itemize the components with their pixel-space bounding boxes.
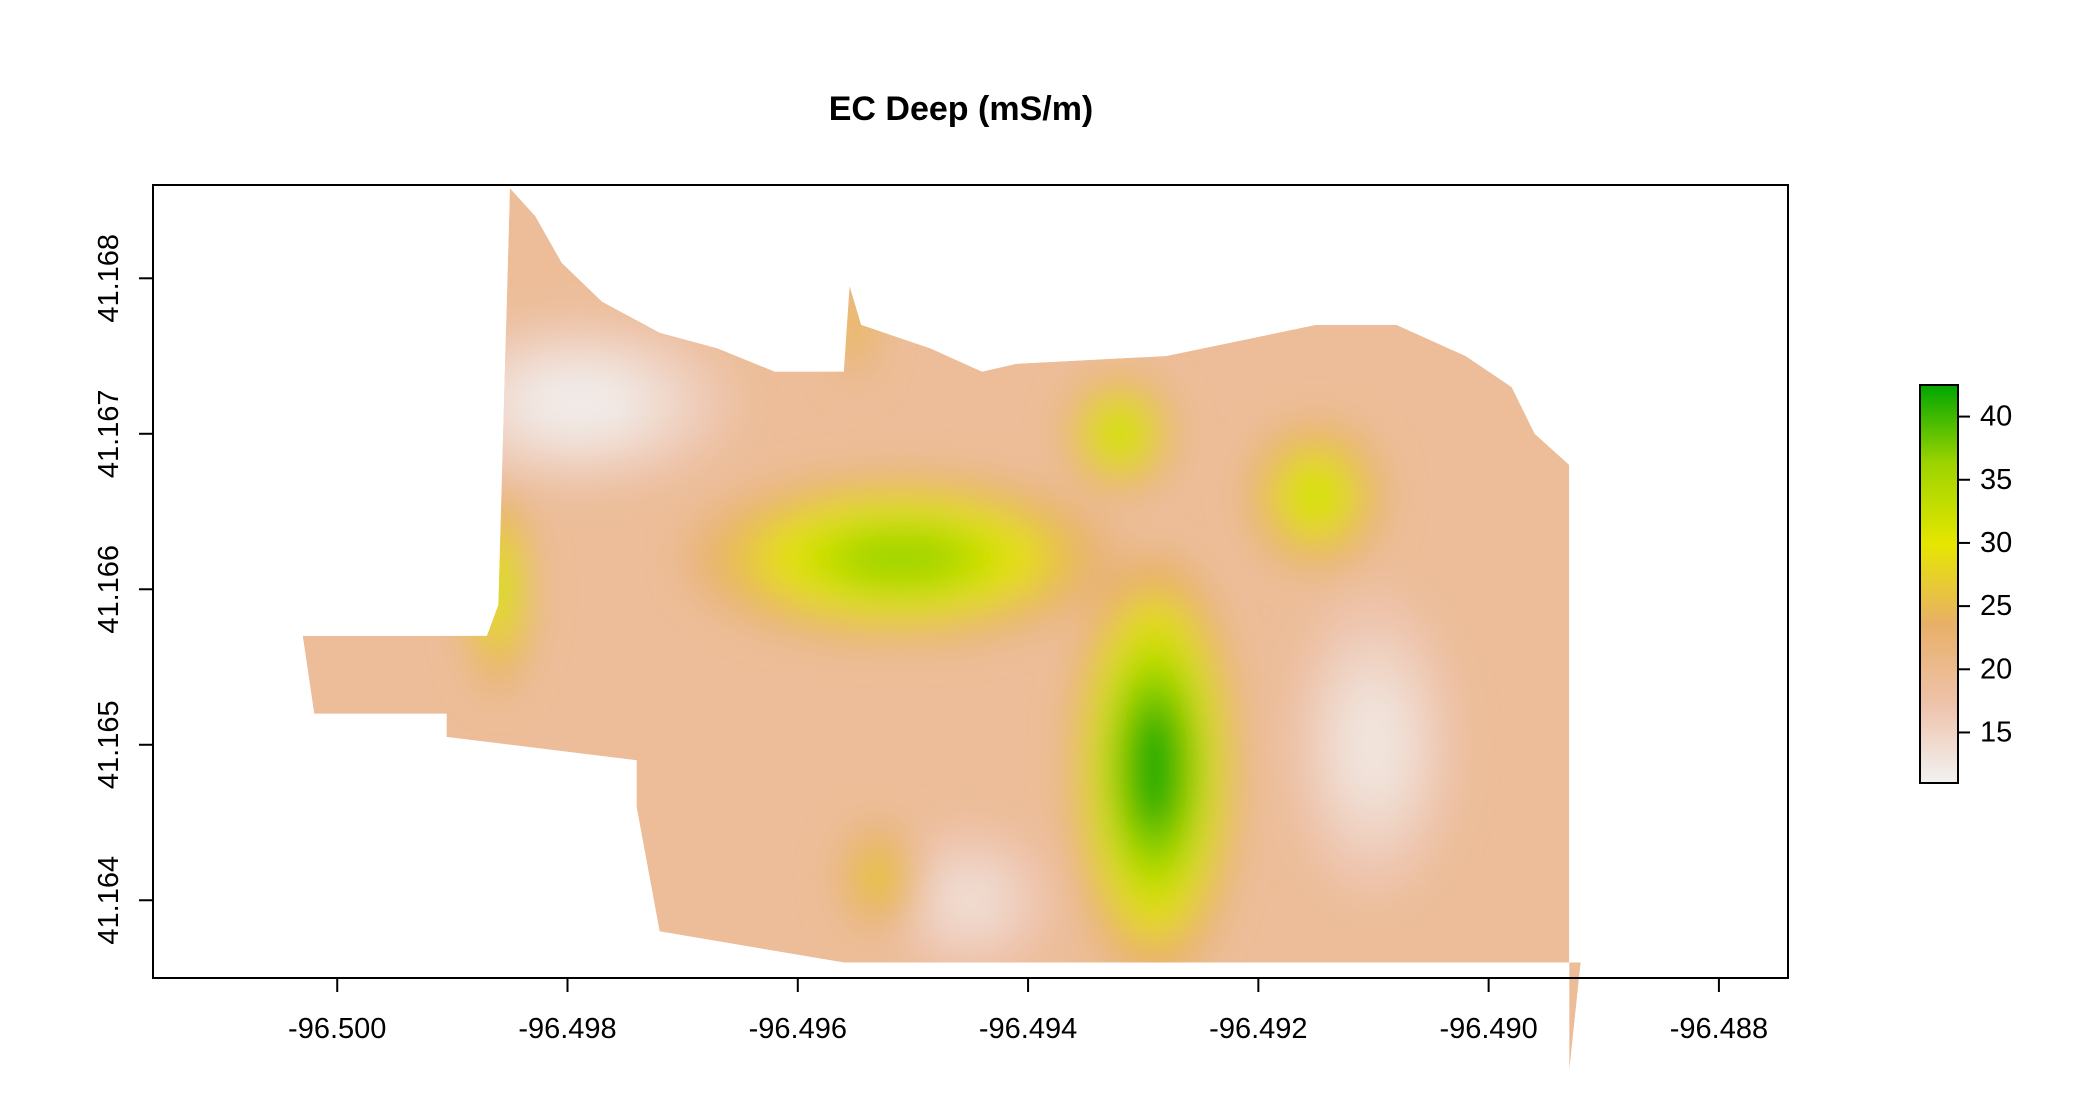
low-value-zone [1337, 680, 1410, 810]
high-value-zone [1294, 472, 1338, 519]
legend-color-bar [1919, 384, 1959, 784]
x-tick-label: -96.498 [518, 1013, 616, 1045]
high-value-zone [481, 538, 516, 640]
high-value-zone [865, 859, 892, 895]
x-tick-label: -96.490 [1439, 1013, 1537, 1045]
heatmap-surface [302, 188, 1581, 1072]
y-tick-label: 41.166 [93, 545, 125, 634]
legend-tick-label: 40 [1980, 401, 2012, 433]
legend-tick-label: 35 [1980, 464, 2012, 496]
high-value-zone [837, 532, 966, 585]
legend-tick-label: 30 [1980, 527, 2012, 559]
legend-tick-label: 20 [1980, 653, 2012, 685]
field-area [302, 188, 1581, 1072]
chart-title: EC Deep (mS/m) [829, 90, 1094, 128]
x-tick-label: -96.500 [288, 1013, 386, 1045]
legend-tick-label: 25 [1980, 590, 2012, 622]
plot-frame [152, 184, 1789, 979]
y-tick-label: 41.167 [93, 389, 125, 478]
color-legend: 15 20 25 30 35 40 [1919, 384, 2012, 784]
y-tick-label: 41.165 [93, 700, 125, 789]
high-value-zone [848, 307, 862, 343]
high-value-zone [1103, 415, 1138, 453]
x-tick-label: -96.492 [1209, 1013, 1307, 1045]
low-value-zone [934, 868, 1007, 933]
high-value-zone [487, 557, 510, 621]
high-value-zone [1129, 704, 1181, 832]
value-zones [420, 266, 1460, 982]
legend-tick-label: 15 [1980, 716, 2012, 748]
x-axis: -96.500 -96.498 -96.496 -96.494 -96.492 -96.4… [288, 977, 1768, 1045]
y-axis: 41.164 41.165 41.166 41.167 41.168 [93, 234, 154, 945]
x-tick-label: -96.496 [749, 1013, 847, 1045]
low-value-zone [513, 366, 645, 439]
x-tick-label: -96.488 [1670, 1013, 1768, 1045]
y-tick-label: 41.164 [93, 856, 125, 945]
y-tick-label: 41.168 [93, 234, 125, 323]
x-tick-label: -96.494 [979, 1013, 1077, 1045]
